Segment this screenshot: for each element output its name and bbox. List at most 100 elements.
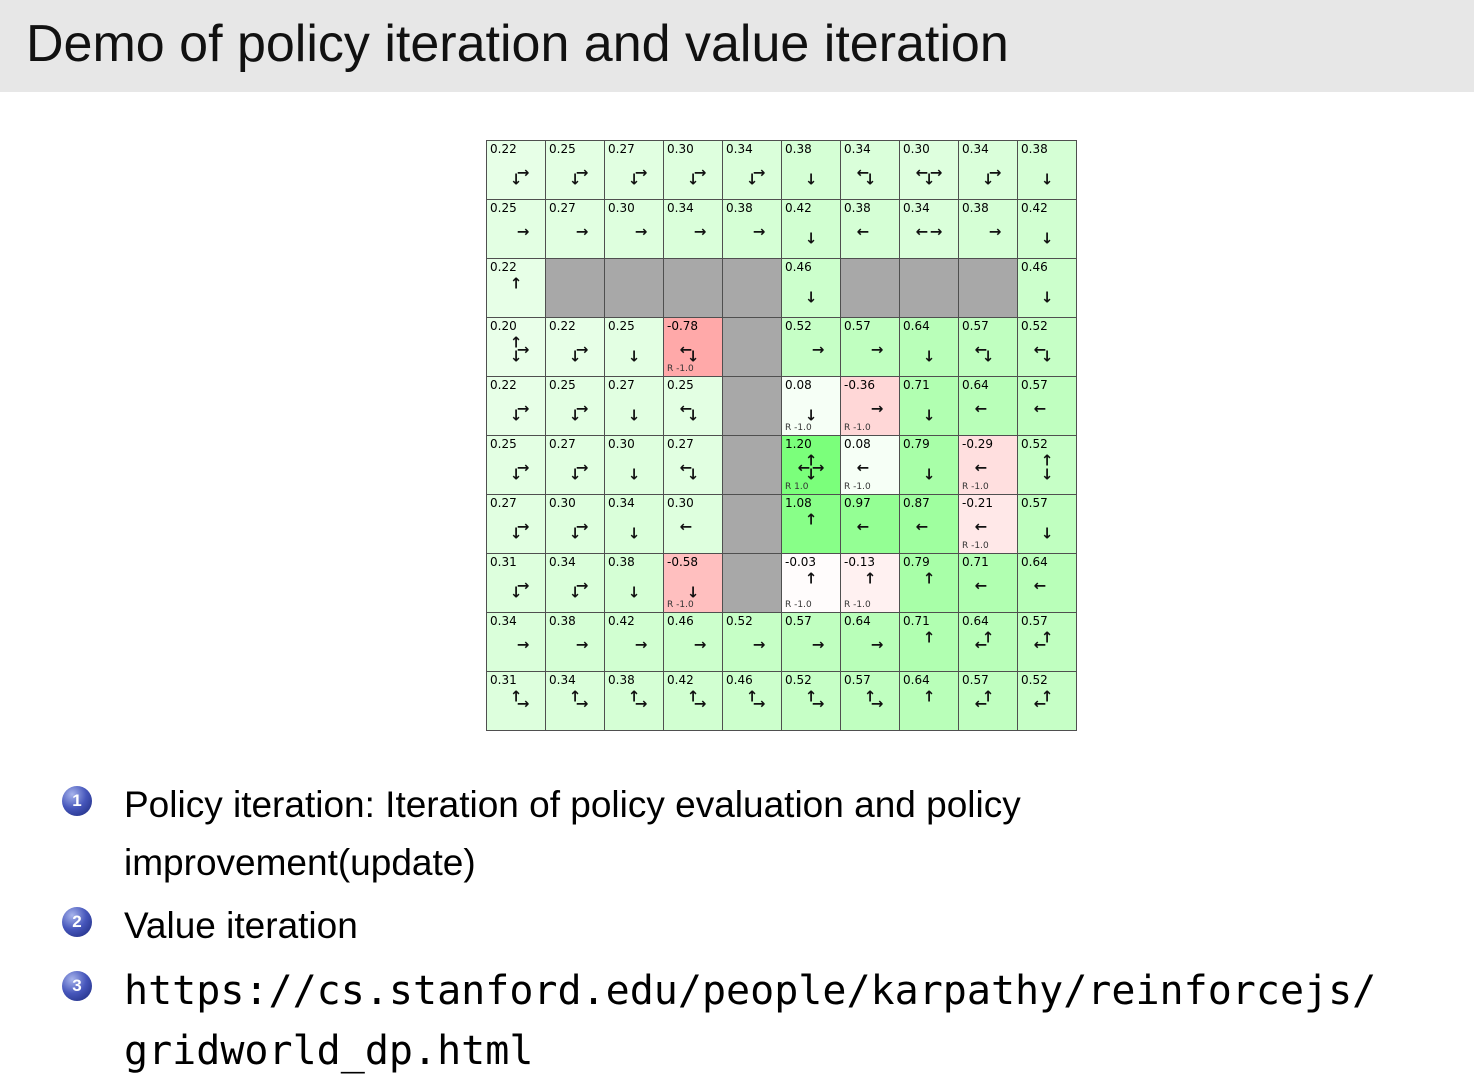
cell-value: 0.30	[667, 142, 694, 156]
wall-cell	[723, 377, 781, 435]
cell-value: 1.08	[785, 496, 812, 510]
right-arrow-icon: →	[516, 694, 530, 713]
left-arrow-icon: ←	[679, 458, 693, 477]
left-arrow-icon: ←	[974, 399, 988, 418]
up-arrow-icon: ↑	[1040, 628, 1054, 647]
down-arrow-icon: ↓	[627, 406, 641, 425]
cell-value: 0.97	[844, 496, 871, 510]
right-arrow-icon: →	[811, 635, 825, 654]
right-arrow-icon: →	[516, 399, 530, 418]
grid-cell: 0.64 →	[841, 613, 899, 671]
right-arrow-icon: →	[516, 163, 530, 182]
right-arrow-icon: →	[752, 222, 766, 241]
grid-cell: 0.79 ↑	[900, 554, 958, 612]
down-arrow-icon: ↓	[509, 465, 523, 484]
cell-value: 0.46	[667, 614, 694, 628]
grid-cell: 0.22 ↓ →	[487, 377, 545, 435]
cell-value: 0.64	[962, 378, 989, 392]
cell-value: 0.38	[726, 201, 753, 215]
left-arrow-icon: ←	[856, 458, 870, 477]
up-arrow-icon: ↑	[981, 628, 995, 647]
right-arrow-icon: →	[693, 694, 707, 713]
down-arrow-icon: ↓	[568, 170, 582, 189]
down-arrow-icon: ↓	[1040, 229, 1054, 248]
down-arrow-icon: ↓	[804, 170, 818, 189]
grid-cell: 0.64 ↑ ←	[959, 613, 1017, 671]
cell-value: 0.87	[903, 496, 930, 510]
grid-cell: 0.52 ↑ ←	[1018, 672, 1076, 730]
grid-cell: 0.64 ←	[959, 377, 1017, 435]
down-arrow-icon: ↓	[627, 347, 641, 366]
cell-value: 0.64	[903, 319, 930, 333]
wall-cell	[723, 436, 781, 494]
cell-value: 0.52	[726, 614, 753, 628]
cell-value: 0.27	[667, 437, 694, 451]
right-arrow-icon: →	[634, 163, 648, 182]
left-arrow-icon: ←	[915, 222, 929, 241]
right-arrow-icon: →	[811, 340, 825, 359]
cell-value: 0.22	[490, 142, 517, 156]
down-arrow-icon: ↓	[804, 229, 818, 248]
grid-cell: 0.97 ←	[841, 495, 899, 553]
up-arrow-icon: ↑	[922, 569, 936, 588]
cell-value: 0.27	[549, 437, 576, 451]
grid-cell: 0.52 ↓ ←	[1018, 318, 1076, 376]
grid-cell: 0.34 ↓	[605, 495, 663, 553]
reward-label: R -1.0	[785, 600, 812, 610]
left-arrow-icon: ←	[1033, 694, 1047, 713]
cell-value: 0.31	[490, 673, 517, 687]
left-arrow-icon: ←	[974, 458, 988, 477]
up-arrow-icon: ↑	[1040, 451, 1054, 470]
cell-value: 0.57	[844, 319, 871, 333]
left-arrow-icon: ←	[974, 517, 988, 536]
down-arrow-icon: ↓	[1040, 170, 1054, 189]
grid-cell: -0.13 ↑ R -1.0	[841, 554, 899, 612]
grid-cell: 0.22 ↓ →	[546, 318, 604, 376]
right-arrow-icon: →	[575, 635, 589, 654]
wall-cell	[723, 259, 781, 317]
left-arrow-icon: ←	[974, 576, 988, 595]
cell-value: 0.27	[490, 496, 517, 510]
grid-cell: 0.64 ↓	[900, 318, 958, 376]
cell-value: 0.22	[549, 319, 576, 333]
right-arrow-icon: →	[693, 163, 707, 182]
up-arrow-icon: ↑	[745, 687, 759, 706]
list-item: 3 https://cs.stanford.edu/people/karpathy…	[62, 961, 1442, 1081]
reward-label: R -1.0	[962, 541, 989, 551]
down-arrow-icon: ↓	[981, 170, 995, 189]
left-arrow-icon: ←	[974, 340, 988, 359]
cell-value: 0.08	[844, 437, 871, 451]
cell-value: 0.57	[1021, 378, 1048, 392]
grid-cell: 0.34 ← →	[900, 200, 958, 258]
cell-value: 0.34	[549, 555, 576, 569]
left-arrow-icon: ←	[679, 399, 693, 418]
up-arrow-icon: ↑	[509, 274, 523, 293]
right-arrow-icon: →	[516, 635, 530, 654]
item-number-badge: 2	[62, 907, 92, 938]
url-text[interactable]: https://cs.stanford.edu/people/karpathy/…	[124, 968, 1377, 1075]
grid-cell: 0.57 ↑ ←	[1018, 613, 1076, 671]
cell-value: 0.52	[785, 673, 812, 687]
right-arrow-icon: →	[634, 635, 648, 654]
right-arrow-icon: →	[811, 458, 825, 477]
up-arrow-icon: ↑	[568, 687, 582, 706]
down-arrow-icon: ↓	[568, 406, 582, 425]
wall-cell	[841, 259, 899, 317]
grid-cell: 0.27 →	[546, 200, 604, 258]
up-arrow-icon: ↑	[509, 687, 523, 706]
down-arrow-icon: ↓	[804, 288, 818, 307]
list-item: 2 Value iteration	[62, 897, 1442, 955]
up-arrow-icon: ↑	[804, 569, 818, 588]
down-arrow-icon: ↓	[627, 170, 641, 189]
right-arrow-icon: →	[929, 222, 943, 241]
slide-title: Demo of policy iteration and value itera…	[26, 15, 1009, 74]
right-arrow-icon: →	[516, 458, 530, 477]
cell-value: 0.64	[1021, 555, 1048, 569]
cell-value: 0.42	[608, 614, 635, 628]
grid-cell: 1.20 ↑ ↓ ← → R 1.0	[782, 436, 840, 494]
grid-cell: 0.27 ↓	[605, 377, 663, 435]
down-arrow-icon: ↓	[686, 465, 700, 484]
grid-cell: 0.31 ↓ →	[487, 554, 545, 612]
grid-cell: 0.57 →	[782, 613, 840, 671]
right-arrow-icon: →	[575, 517, 589, 536]
